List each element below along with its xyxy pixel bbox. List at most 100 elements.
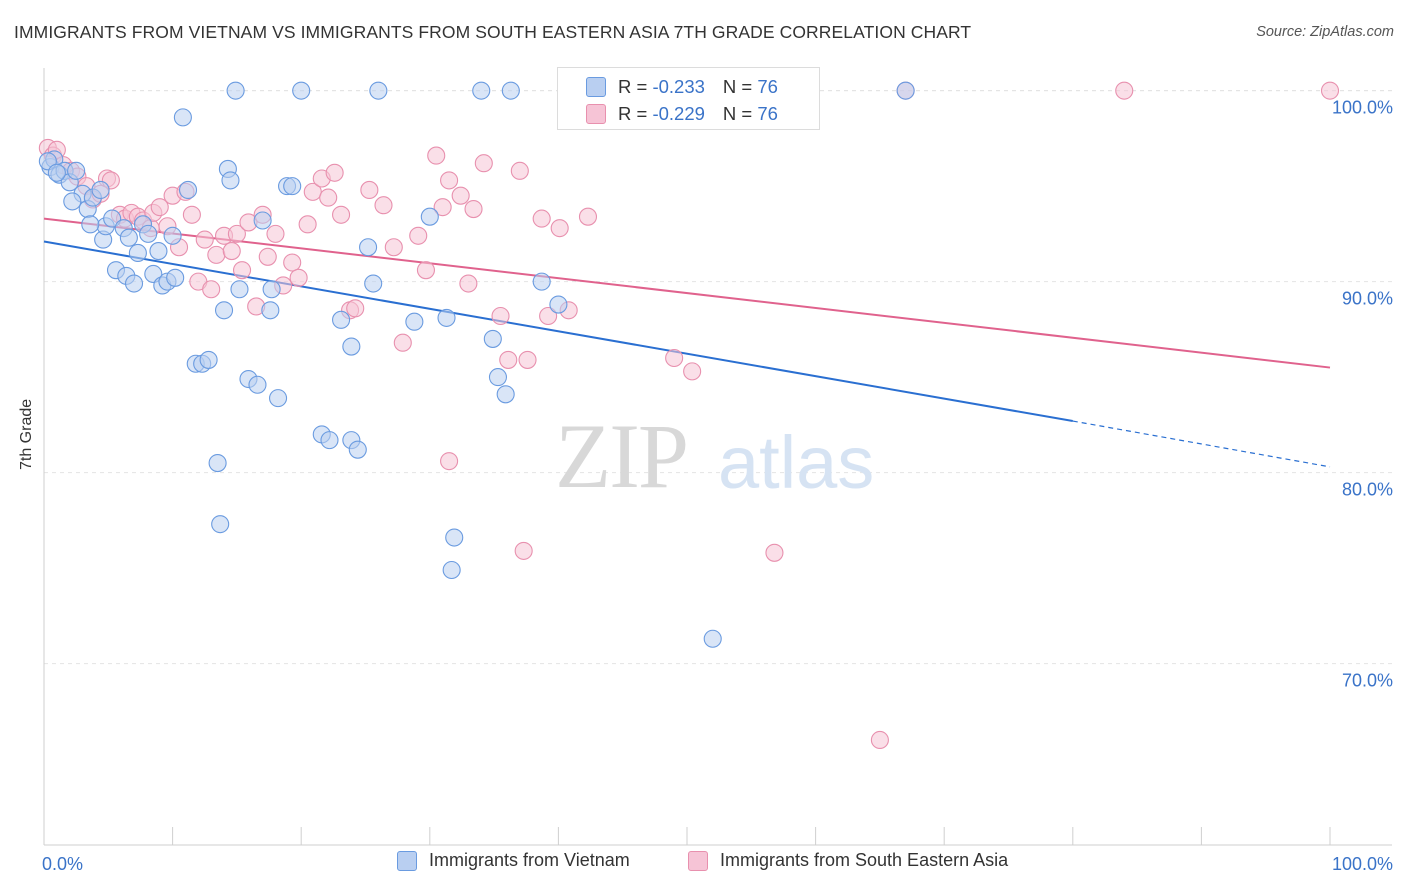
vietnam-point bbox=[262, 280, 281, 299]
vietnam-point bbox=[199, 350, 218, 369]
sea-point bbox=[298, 215, 317, 234]
sea-point bbox=[258, 247, 277, 266]
sea-point bbox=[474, 154, 493, 173]
sea-point bbox=[459, 274, 478, 293]
vietnam-point bbox=[549, 295, 568, 314]
n-label: N = bbox=[722, 76, 753, 97]
vietnam-point bbox=[149, 242, 168, 261]
vietnam-point bbox=[139, 224, 158, 243]
sea-point bbox=[510, 161, 529, 180]
source-label: Source: ZipAtlas.com bbox=[1256, 24, 1394, 40]
watermark-zip: ZIP bbox=[555, 405, 689, 507]
r-label: R = bbox=[618, 103, 648, 124]
vietnam-point bbox=[128, 243, 147, 263]
sea-point bbox=[393, 333, 412, 352]
vietnam-point bbox=[230, 280, 249, 299]
vietnam-point bbox=[332, 310, 351, 329]
sea-point bbox=[440, 452, 459, 471]
r-label: R = bbox=[618, 76, 648, 97]
legend-item-vietnam: Immigrants from Vietnam bbox=[397, 850, 630, 871]
y-tick-label: 100.0% bbox=[1332, 98, 1393, 118]
watermark-atlas: atlas bbox=[718, 421, 875, 504]
sea-point bbox=[683, 362, 702, 381]
vietnam-point bbox=[47, 163, 66, 182]
vietnam-point bbox=[269, 389, 288, 408]
vietnam-point bbox=[442, 560, 461, 580]
tick-labels: 70.0% 80.0% 90.0% 100.0% 0.0% 100.0% bbox=[42, 98, 1393, 874]
vietnam-point bbox=[283, 177, 302, 196]
stats-legend: R = -0.233 N = 76 R = -0.229 N = 76 bbox=[557, 67, 820, 130]
y-tick-label: 80.0% bbox=[1342, 480, 1393, 500]
stats-row-sea: R = -0.229 N = 76 bbox=[558, 101, 778, 127]
vietnam-point bbox=[420, 207, 439, 226]
sea-point bbox=[222, 242, 241, 261]
vietnam-point bbox=[214, 301, 234, 320]
sea-point bbox=[182, 205, 201, 224]
sea-point bbox=[532, 209, 551, 228]
trend-lines bbox=[43, 217, 1331, 468]
vietnam-point bbox=[359, 238, 378, 257]
vietnam-trend-line bbox=[43, 240, 1073, 423]
vietnam-point bbox=[248, 375, 267, 394]
sea-point bbox=[195, 230, 214, 249]
vietnam-point bbox=[472, 81, 491, 100]
vietnam-point bbox=[173, 108, 192, 127]
sea-point bbox=[539, 306, 558, 326]
sea-point bbox=[870, 730, 889, 750]
sea-point bbox=[360, 180, 379, 200]
sea-legend-swatch bbox=[688, 850, 708, 871]
vietnam-point bbox=[364, 274, 383, 293]
sea-point bbox=[1320, 81, 1340, 100]
chart-title: IMMIGRANTS FROM VIETNAM VS IMMIGRANTS FR… bbox=[14, 22, 972, 42]
stats-row-vietnam: R = -0.233 N = 76 bbox=[558, 74, 778, 100]
sea-point bbox=[578, 207, 598, 226]
series-legend: Immigrants from Vietnam Immigrants from … bbox=[0, 850, 1406, 880]
sea-point bbox=[332, 205, 351, 224]
sea-point bbox=[440, 171, 459, 190]
sea-point bbox=[550, 219, 569, 238]
vietnam-point bbox=[501, 81, 520, 100]
vietnam-point bbox=[348, 440, 367, 459]
vietnam-point bbox=[405, 312, 424, 331]
y-axis-title: 7th Grade bbox=[18, 398, 35, 470]
sea-point bbox=[1115, 81, 1134, 100]
y-tick-label: 70.0% bbox=[1342, 671, 1393, 691]
sea-point bbox=[232, 261, 252, 280]
r-value: -0.229 bbox=[652, 103, 705, 124]
sea-point bbox=[150, 198, 169, 217]
vietnam-point bbox=[532, 272, 551, 291]
vietnam-point bbox=[163, 226, 182, 245]
axes bbox=[43, 68, 1392, 846]
sea-point bbox=[464, 200, 483, 219]
vietnam-point bbox=[320, 431, 339, 450]
sea-point bbox=[384, 238, 403, 257]
vietnam-point bbox=[178, 180, 198, 200]
vietnam-point bbox=[896, 81, 915, 100]
x-tick-label: 0.0% bbox=[42, 854, 83, 874]
vietnam-point bbox=[166, 268, 185, 287]
sea-point bbox=[499, 350, 518, 369]
vietnam-point bbox=[221, 171, 240, 190]
vietnam-legend-swatch bbox=[397, 850, 417, 871]
vietnam-swatch bbox=[586, 77, 606, 97]
vietnam-point bbox=[124, 274, 144, 293]
vietnam-point bbox=[488, 368, 508, 387]
vietnam-point bbox=[211, 515, 230, 534]
x-tick-label: 100.0% bbox=[1332, 854, 1393, 874]
vietnam-point bbox=[369, 81, 388, 100]
legend-label-vietnam: Immigrants from Vietnam bbox=[429, 850, 630, 870]
sea-point bbox=[514, 541, 533, 560]
sea-point bbox=[227, 224, 246, 243]
r-value: -0.233 bbox=[652, 76, 705, 97]
n-value: 76 bbox=[757, 76, 778, 97]
n-value: 76 bbox=[757, 103, 778, 124]
legend-label-sea: Immigrants from South Eastern Asia bbox=[720, 850, 1009, 870]
vietnam-point bbox=[119, 228, 138, 247]
vietnam-point bbox=[253, 211, 272, 230]
vietnam-point bbox=[342, 337, 361, 356]
sea-point bbox=[416, 261, 435, 280]
vietnam-point bbox=[703, 629, 722, 648]
data-points bbox=[38, 81, 1340, 750]
sea-point bbox=[202, 280, 221, 299]
